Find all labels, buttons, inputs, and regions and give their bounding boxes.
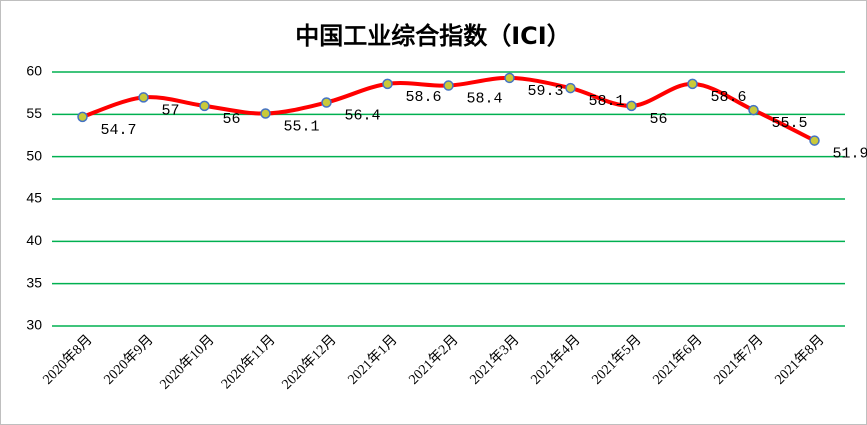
marker	[748, 104, 759, 116]
data-label: 55.5	[772, 115, 808, 132]
data-label: 58.6	[711, 89, 747, 106]
marker	[382, 78, 393, 90]
marker	[809, 135, 820, 146]
data-label: 55.1	[284, 118, 320, 135]
y-tick-label: 40	[26, 232, 42, 248]
y-tick-label: 35	[26, 274, 42, 290]
marker	[260, 108, 271, 119]
y-tick-label: 55	[26, 105, 42, 121]
marker	[504, 72, 515, 84]
data-label: 59.3	[528, 83, 564, 100]
marker	[321, 97, 332, 108]
data-label: 56	[650, 111, 668, 128]
data-label: 54.7	[101, 122, 137, 139]
data-label: 56.4	[345, 107, 381, 124]
data-label: 51.9	[833, 146, 867, 163]
data-label: 57	[162, 102, 180, 119]
y-tick-label: 45	[26, 190, 42, 206]
marker	[443, 80, 454, 91]
y-tick-label: 60	[26, 63, 42, 79]
marker	[626, 100, 637, 112]
marker	[77, 111, 88, 123]
marker	[687, 78, 698, 90]
marker	[565, 82, 576, 94]
data-label: 58.1	[589, 93, 625, 110]
marker	[199, 100, 210, 112]
chart-title: 中国工业综合指数（ICI）	[295, 22, 570, 50]
data-label: 58.4	[467, 91, 503, 108]
marker	[138, 92, 149, 103]
data-label: 58.6	[406, 89, 442, 106]
y-tick-label: 30	[26, 317, 42, 333]
data-label: 56	[223, 111, 241, 128]
y-tick-label: 50	[26, 147, 42, 163]
